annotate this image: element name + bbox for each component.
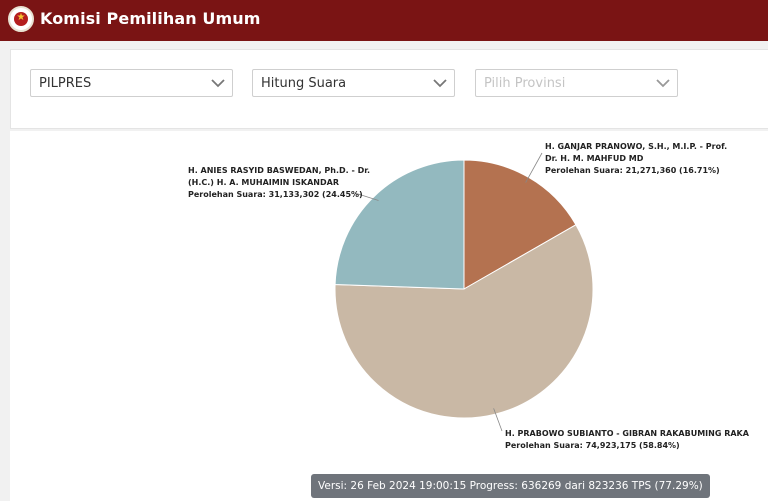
- slice-label-prabowo-votes: Perolehan Suara: 74,923,175 (58.84%): [505, 441, 680, 450]
- slice-label-anies-line2: (H.C.) H. A. MUHAIMIN ISKANDAR: [188, 178, 339, 187]
- chevron-down-icon: [433, 79, 447, 88]
- pie-slice-prabowo[interactable]: [334, 224, 594, 419]
- chevron-down-icon: [211, 79, 225, 88]
- svg-text:H. ANIES RASYID BASWEDAN, Ph.D: H. ANIES RASYID BASWEDAN, Ph.D. - Dr.: [188, 166, 370, 175]
- filter-panel: PILPRES Hitung Suara Pilih Provinsi: [10, 49, 768, 129]
- election-type-select[interactable]: PILPRES: [30, 69, 233, 97]
- svg-text:Dr. H. M. MAHFUD MD: Dr. H. M. MAHFUD MD: [545, 154, 644, 163]
- leader-line: [354, 192, 379, 201]
- slice-label-anies-line1: H. ANIES RASYID BASWEDAN, Ph.D. - Dr.: [188, 166, 370, 175]
- slice-label-prabowo-line1: H. PRABOWO SUBIANTO - GIBRAN RAKABUMING …: [505, 429, 750, 438]
- province-placeholder: Pilih Provinsi: [484, 76, 566, 91]
- kpu-logo-icon: ★: [8, 6, 34, 32]
- slice-label-ganjar-votes: Perolehan Suara: 21,271,360 (16.71%): [545, 166, 720, 175]
- election-type-value: PILPRES: [39, 76, 92, 91]
- svg-text:Perolehan Suara: 74,923,175 (5: Perolehan Suara: 74,923,175 (58.84%): [505, 441, 680, 450]
- svg-text:Perolehan Suara: 31,133,302 (2: Perolehan Suara: 31,133,302 (24.45%): [188, 190, 363, 199]
- slice-label-ganjar-line2: Dr. H. M. MAHFUD MD: [545, 154, 644, 163]
- mode-value: Hitung Suara: [261, 76, 347, 91]
- svg-text:H. PRABOWO SUBIANTO - GIBRAN R: H. PRABOWO SUBIANTO - GIBRAN RAKABUMING …: [505, 429, 750, 438]
- vote-pie-chart: H. GANJAR PRANOWO, S.H., M.I.P. - Prof. …: [188, 142, 750, 450]
- leader-line: [525, 152, 543, 183]
- svg-text:H. GANJAR PRANOWO, S.H., M.I.P: H. GANJAR PRANOWO, S.H., M.I.P. - Prof.: [545, 142, 727, 151]
- slice-label-anies-votes: Perolehan Suara: 31,133,302 (24.45%): [188, 190, 363, 199]
- province-select[interactable]: Pilih Provinsi: [475, 69, 678, 97]
- chevron-down-icon: [656, 79, 670, 88]
- mode-select[interactable]: Hitung Suara: [252, 69, 455, 97]
- chart-panel: H. GANJAR PRANOWO, S.H., M.I.P. - Prof. …: [10, 131, 768, 501]
- svg-text:(H.C.) H. A. MUHAIMIN ISKANDAR: (H.C.) H. A. MUHAIMIN ISKANDAR: [188, 178, 339, 187]
- version-progress-badge: Versi: 26 Feb 2024 19:00:15 Progress: 63…: [311, 474, 710, 498]
- app-header: ★ Komisi Pemilihan Umum: [0, 0, 768, 41]
- svg-text:Perolehan Suara: 21,271,360 (1: Perolehan Suara: 21,271,360 (16.71%): [545, 166, 720, 175]
- slice-label-ganjar-line1: H. GANJAR PRANOWO, S.H., M.I.P. - Prof.: [545, 142, 727, 151]
- pie-slice-anies[interactable]: [334, 159, 465, 290]
- app-title: Komisi Pemilihan Umum: [40, 9, 261, 28]
- leader-line: [493, 408, 503, 432]
